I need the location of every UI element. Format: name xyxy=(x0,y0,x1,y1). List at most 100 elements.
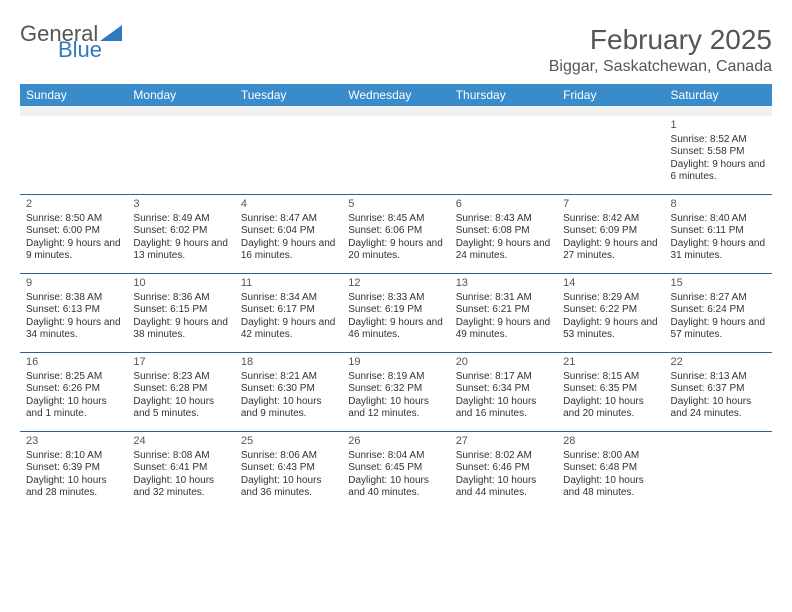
sunrise-text: Sunrise: 8:10 AM xyxy=(26,450,121,463)
day-number: 28 xyxy=(563,435,658,449)
day-number: 11 xyxy=(241,277,336,291)
day-number: 8 xyxy=(671,198,766,212)
daylight-text: Daylight: 9 hours and 16 minutes. xyxy=(241,238,336,263)
sunset-text: Sunset: 6:37 PM xyxy=(671,383,766,396)
daylight-text: Daylight: 9 hours and 53 minutes. xyxy=(563,317,658,342)
day-cell xyxy=(235,116,342,194)
day-number: 15 xyxy=(671,277,766,291)
sunset-text: Sunset: 6:24 PM xyxy=(671,304,766,317)
daylight-text: Daylight: 9 hours and 6 minutes. xyxy=(671,159,766,184)
day-cell: 13Sunrise: 8:31 AMSunset: 6:21 PMDayligh… xyxy=(450,274,557,352)
sunset-text: Sunset: 6:13 PM xyxy=(26,304,121,317)
sunrise-text: Sunrise: 8:52 AM xyxy=(671,134,766,147)
sunrise-text: Sunrise: 8:34 AM xyxy=(241,292,336,305)
day-number: 7 xyxy=(563,198,658,212)
day-cell: 10Sunrise: 8:36 AMSunset: 6:15 PMDayligh… xyxy=(127,274,234,352)
day-number: 27 xyxy=(456,435,551,449)
day-cell xyxy=(127,116,234,194)
day-cell: 27Sunrise: 8:02 AMSunset: 6:46 PMDayligh… xyxy=(450,432,557,510)
day-number: 3 xyxy=(133,198,228,212)
calendar: SundayMondayTuesdayWednesdayThursdayFrid… xyxy=(20,84,772,510)
day-cell: 14Sunrise: 8:29 AMSunset: 6:22 PMDayligh… xyxy=(557,274,664,352)
day-cell: 22Sunrise: 8:13 AMSunset: 6:37 PMDayligh… xyxy=(665,353,772,431)
daylight-text: Daylight: 10 hours and 28 minutes. xyxy=(26,475,121,500)
sunset-text: Sunset: 6:39 PM xyxy=(26,462,121,475)
daylight-text: Daylight: 9 hours and 46 minutes. xyxy=(348,317,443,342)
daylight-text: Daylight: 10 hours and 20 minutes. xyxy=(563,396,658,421)
day-cell: 7Sunrise: 8:42 AMSunset: 6:09 PMDaylight… xyxy=(557,195,664,273)
sunset-text: Sunset: 6:04 PM xyxy=(241,225,336,238)
sunset-text: Sunset: 6:19 PM xyxy=(348,304,443,317)
day-number: 19 xyxy=(348,356,443,370)
day-number: 24 xyxy=(133,435,228,449)
daylight-text: Daylight: 9 hours and 57 minutes. xyxy=(671,317,766,342)
sunset-text: Sunset: 6:11 PM xyxy=(671,225,766,238)
weeks-container: 1Sunrise: 8:52 AMSunset: 5:58 PMDaylight… xyxy=(20,116,772,510)
sunset-text: Sunset: 6:35 PM xyxy=(563,383,658,396)
daylight-text: Daylight: 10 hours and 48 minutes. xyxy=(563,475,658,500)
sunset-text: Sunset: 6:21 PM xyxy=(456,304,551,317)
sunrise-text: Sunrise: 8:45 AM xyxy=(348,213,443,226)
logo: General Blue xyxy=(20,24,122,60)
sunset-text: Sunset: 6:06 PM xyxy=(348,225,443,238)
day-cell: 8Sunrise: 8:40 AMSunset: 6:11 PMDaylight… xyxy=(665,195,772,273)
sunset-text: Sunset: 6:17 PM xyxy=(241,304,336,317)
daylight-text: Daylight: 9 hours and 38 minutes. xyxy=(133,317,228,342)
sunrise-text: Sunrise: 8:33 AM xyxy=(348,292,443,305)
day-number: 26 xyxy=(348,435,443,449)
location: Biggar, Saskatchewan, Canada xyxy=(549,58,772,76)
day-number: 12 xyxy=(348,277,443,291)
week-row: 23Sunrise: 8:10 AMSunset: 6:39 PMDayligh… xyxy=(20,431,772,510)
dow-header-row: SundayMondayTuesdayWednesdayThursdayFrid… xyxy=(20,84,772,106)
dow-header: Wednesday xyxy=(342,84,449,106)
sunrise-text: Sunrise: 8:00 AM xyxy=(563,450,658,463)
daylight-text: Daylight: 9 hours and 9 minutes. xyxy=(26,238,121,263)
day-cell xyxy=(557,116,664,194)
sunrise-text: Sunrise: 8:31 AM xyxy=(456,292,551,305)
daylight-text: Daylight: 9 hours and 24 minutes. xyxy=(456,238,551,263)
day-number: 22 xyxy=(671,356,766,370)
sunset-text: Sunset: 6:15 PM xyxy=(133,304,228,317)
sunrise-text: Sunrise: 8:08 AM xyxy=(133,450,228,463)
week-row: 9Sunrise: 8:38 AMSunset: 6:13 PMDaylight… xyxy=(20,273,772,352)
day-number: 16 xyxy=(26,356,121,370)
day-number: 21 xyxy=(563,356,658,370)
week-row: 1Sunrise: 8:52 AMSunset: 5:58 PMDaylight… xyxy=(20,116,772,194)
daylight-text: Daylight: 10 hours and 12 minutes. xyxy=(348,396,443,421)
dow-header: Friday xyxy=(557,84,664,106)
sunrise-text: Sunrise: 8:25 AM xyxy=(26,371,121,384)
day-cell: 12Sunrise: 8:33 AMSunset: 6:19 PMDayligh… xyxy=(342,274,449,352)
sunrise-text: Sunrise: 8:43 AM xyxy=(456,213,551,226)
sunrise-text: Sunrise: 8:50 AM xyxy=(26,213,121,226)
sunset-text: Sunset: 6:28 PM xyxy=(133,383,228,396)
daylight-text: Daylight: 10 hours and 44 minutes. xyxy=(456,475,551,500)
day-cell xyxy=(342,116,449,194)
sunset-text: Sunset: 6:08 PM xyxy=(456,225,551,238)
sunrise-text: Sunrise: 8:36 AM xyxy=(133,292,228,305)
dow-header: Monday xyxy=(127,84,234,106)
sunset-text: Sunset: 6:41 PM xyxy=(133,462,228,475)
day-cell: 5Sunrise: 8:45 AMSunset: 6:06 PMDaylight… xyxy=(342,195,449,273)
day-cell: 11Sunrise: 8:34 AMSunset: 6:17 PMDayligh… xyxy=(235,274,342,352)
day-cell: 17Sunrise: 8:23 AMSunset: 6:28 PMDayligh… xyxy=(127,353,234,431)
daylight-text: Daylight: 10 hours and 24 minutes. xyxy=(671,396,766,421)
sunset-text: Sunset: 6:30 PM xyxy=(241,383,336,396)
day-number: 4 xyxy=(241,198,336,212)
sunset-text: Sunset: 6:09 PM xyxy=(563,225,658,238)
day-cell: 23Sunrise: 8:10 AMSunset: 6:39 PMDayligh… xyxy=(20,432,127,510)
day-cell: 19Sunrise: 8:19 AMSunset: 6:32 PMDayligh… xyxy=(342,353,449,431)
sunset-text: Sunset: 6:48 PM xyxy=(563,462,658,475)
page-title: February 2025 xyxy=(549,24,772,56)
daylight-text: Daylight: 10 hours and 5 minutes. xyxy=(133,396,228,421)
sunrise-text: Sunrise: 8:40 AM xyxy=(671,213,766,226)
day-cell: 24Sunrise: 8:08 AMSunset: 6:41 PMDayligh… xyxy=(127,432,234,510)
daylight-text: Daylight: 10 hours and 40 minutes. xyxy=(348,475,443,500)
sunrise-text: Sunrise: 8:15 AM xyxy=(563,371,658,384)
day-number: 10 xyxy=(133,277,228,291)
day-number: 9 xyxy=(26,277,121,291)
title-block: February 2025 Biggar, Saskatchewan, Cana… xyxy=(549,24,772,76)
daylight-text: Daylight: 10 hours and 32 minutes. xyxy=(133,475,228,500)
day-cell: 2Sunrise: 8:50 AMSunset: 6:00 PMDaylight… xyxy=(20,195,127,273)
daylight-text: Daylight: 10 hours and 9 minutes. xyxy=(241,396,336,421)
sunrise-text: Sunrise: 8:17 AM xyxy=(456,371,551,384)
